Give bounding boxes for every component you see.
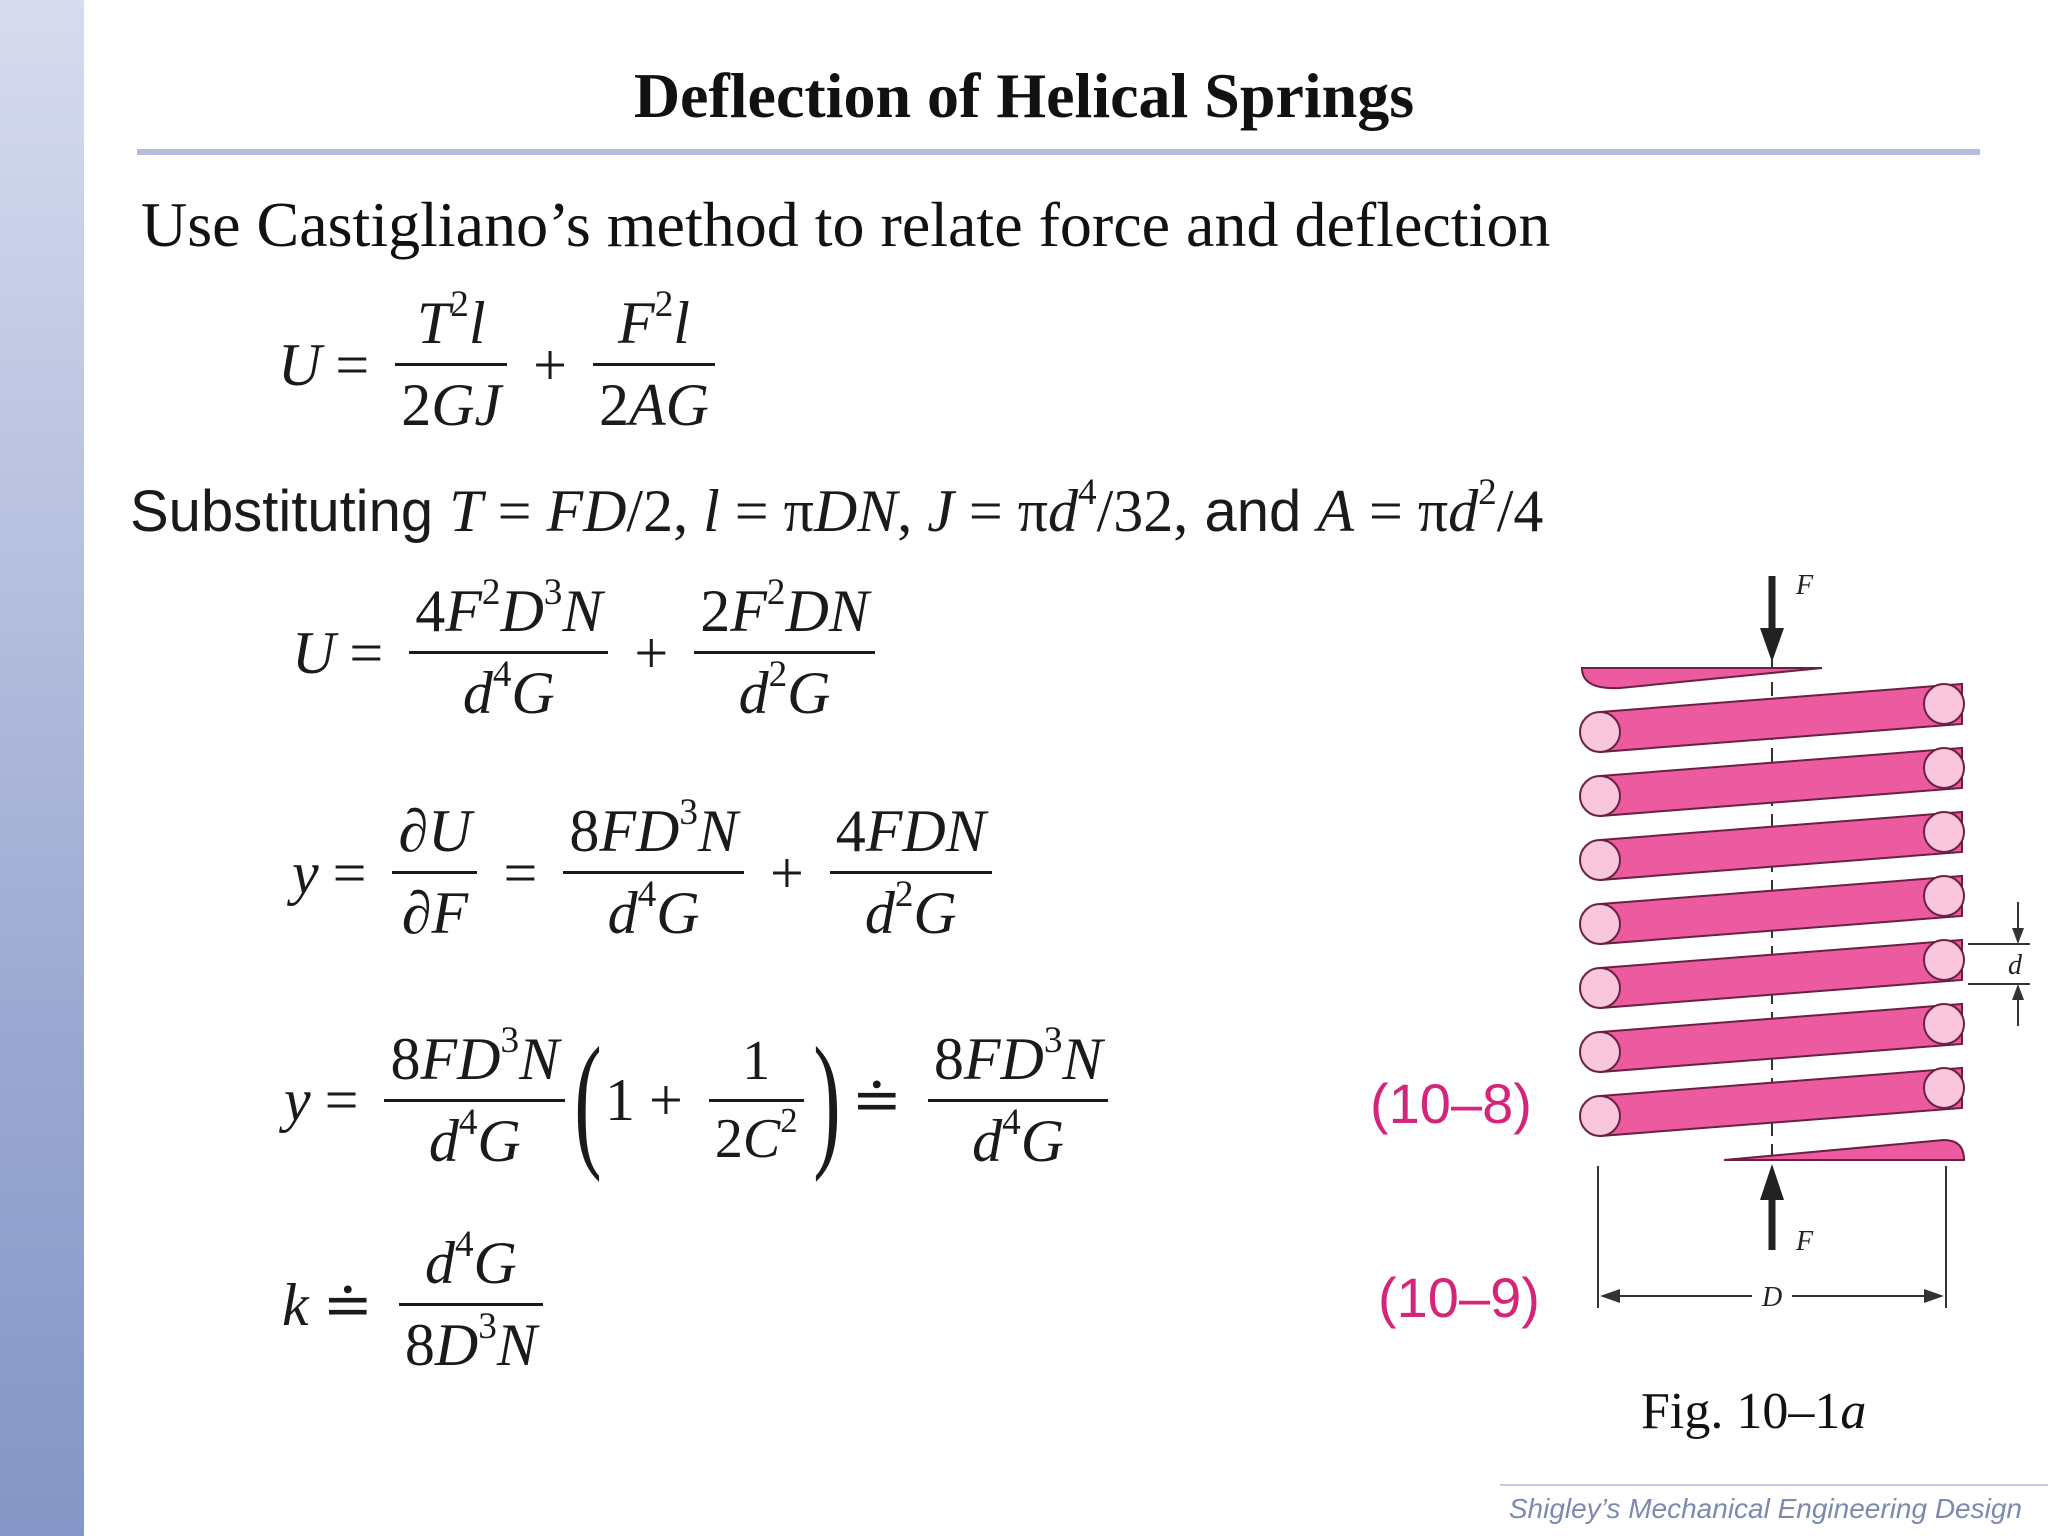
equation-number-10-9: (10–9)	[1378, 1266, 1540, 1329]
figure-caption: Fig. 10–1a	[1641, 1382, 1866, 1442]
substitution-line: Substituting T = FD/2, l = πDN, J = πd4/…	[130, 472, 1544, 544]
slide-title: Deflection of Helical Springs	[633, 60, 1415, 131]
force-label-bottom: F	[1795, 1226, 1814, 1257]
slide-footer: Shigley’s Mechanical Engineering Design	[1508, 1493, 2022, 1524]
deflection-equation-10-8: y = 8FD3N d4G ( 1 + 1 2C2 ) ≐ 8FD3N d4G	[284, 1022, 1120, 1175]
wire-diameter-label: d	[2008, 950, 2023, 981]
figure-caption-prefix: Fig. 10–1	[1641, 1383, 1841, 1440]
deflection-derivative-equation: y = ∂U ∂F = 8FD3N d4G + 4FDN d2G	[292, 794, 1004, 945]
slide-sidebar-gradient	[0, 0, 84, 1536]
strain-energy-equation: U = T2l 2GJ + F2l 2AG	[278, 286, 727, 437]
strain-energy-substituted-equation: U = 4F2D3N d4G + 2F2DN d2G	[292, 574, 887, 725]
slide-subtitle: Use Castigliano’s method to relate force…	[141, 189, 1551, 260]
and-word: and	[1204, 479, 1302, 544]
footer-divider	[1500, 1484, 2048, 1486]
figure-caption-suffix: a	[1840, 1383, 1867, 1440]
coil-diameter-label: D	[1761, 1282, 1782, 1313]
title-divider	[137, 149, 1980, 155]
spring-coils	[1599, 682, 1963, 1138]
substituting-word: Substituting	[130, 479, 434, 544]
equation-number-10-8: (10–8)	[1370, 1072, 1532, 1135]
helical-spring-figure: F F d D	[1579, 570, 2030, 1313]
spring-rate-equation-10-9: k ≐ d4G 8D3N	[282, 1226, 555, 1377]
force-label-top: F	[1795, 570, 1814, 601]
